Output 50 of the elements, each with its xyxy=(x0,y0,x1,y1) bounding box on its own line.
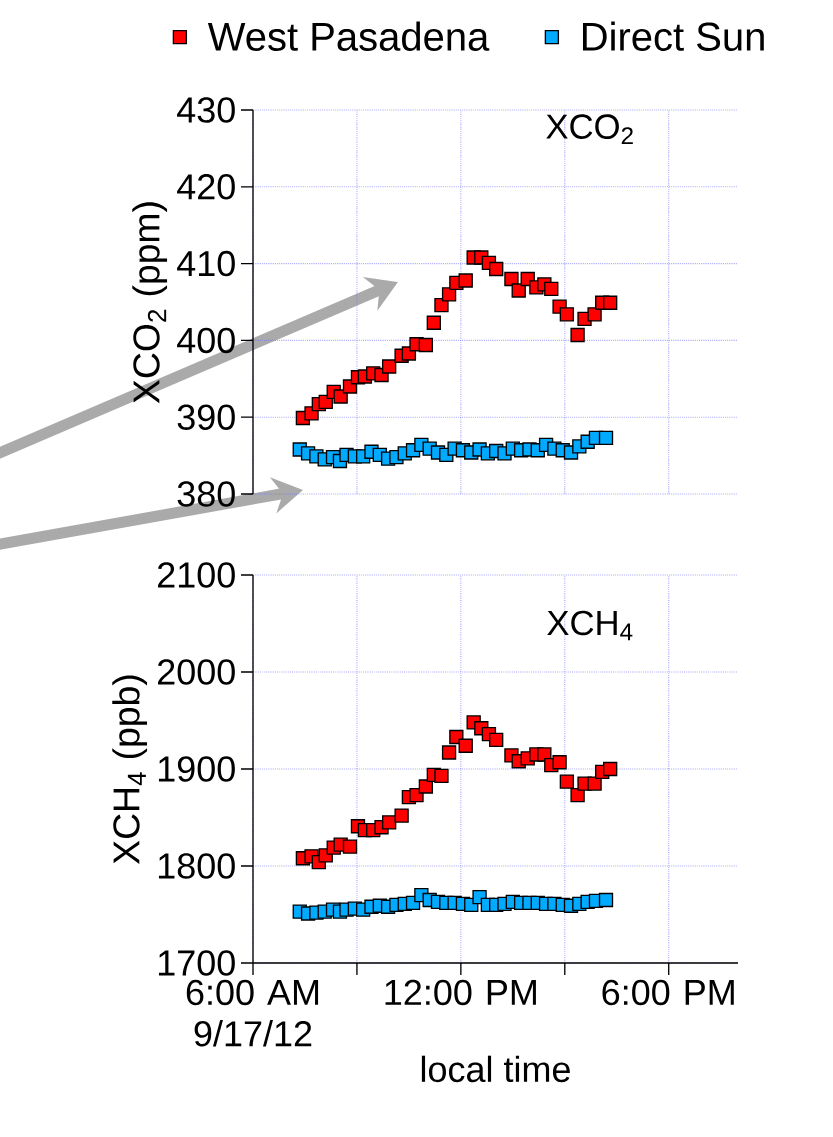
point xyxy=(544,281,559,297)
y-tick-label: 1800 xyxy=(158,853,235,879)
point xyxy=(587,776,602,791)
y-tick-label: 400 xyxy=(177,327,235,354)
point xyxy=(559,774,575,789)
x-tick-label: 6:00 AM 9/17/12 xyxy=(186,979,319,1047)
point xyxy=(381,815,397,830)
y-tick-label: 380 xyxy=(177,481,235,507)
point xyxy=(570,327,585,343)
point xyxy=(394,808,409,823)
x-tick-label: 6:00 PM xyxy=(602,979,734,1006)
point xyxy=(333,389,348,404)
point xyxy=(598,892,614,908)
point xyxy=(570,788,585,803)
point xyxy=(434,297,449,313)
point xyxy=(441,745,457,760)
y-tick-label: 430 xyxy=(177,97,235,123)
point xyxy=(603,761,618,777)
point xyxy=(342,839,358,854)
point xyxy=(598,430,614,446)
point xyxy=(418,337,434,353)
point xyxy=(434,768,449,783)
legend-label: Direct Sun xyxy=(582,21,764,51)
point xyxy=(511,283,526,298)
y-tick-label: 410 xyxy=(177,250,235,277)
point xyxy=(458,273,473,288)
point xyxy=(504,271,519,287)
y-tick-label: 1900 xyxy=(158,756,235,782)
y-tick-label: 2100 xyxy=(158,562,235,588)
point xyxy=(426,315,441,330)
y-tick-label: 2000 xyxy=(158,659,235,685)
point xyxy=(458,738,473,753)
point xyxy=(559,307,575,322)
y-tick-label: 390 xyxy=(177,404,235,430)
legend-label: West Pasadena xyxy=(207,21,490,51)
y-tick-label: 1700 xyxy=(158,950,235,976)
x-tick-label: 12:00 PM xyxy=(385,979,536,1006)
point xyxy=(489,732,504,748)
point xyxy=(587,307,602,322)
x-axis-title: local time xyxy=(421,1055,570,1083)
point xyxy=(418,779,434,794)
y-axis-title: XCO$_{2}$ (ppm) xyxy=(132,202,168,404)
point xyxy=(552,755,567,770)
annotation: XCH$_{4}$ xyxy=(547,610,633,641)
y-tick-label: 420 xyxy=(177,174,235,200)
point xyxy=(603,295,618,310)
point xyxy=(489,261,504,277)
annotation: XCO$_{2}$ xyxy=(546,114,633,145)
point xyxy=(381,359,397,374)
y-axis-title: XCH$_{4}$ (ppb) xyxy=(112,675,148,864)
